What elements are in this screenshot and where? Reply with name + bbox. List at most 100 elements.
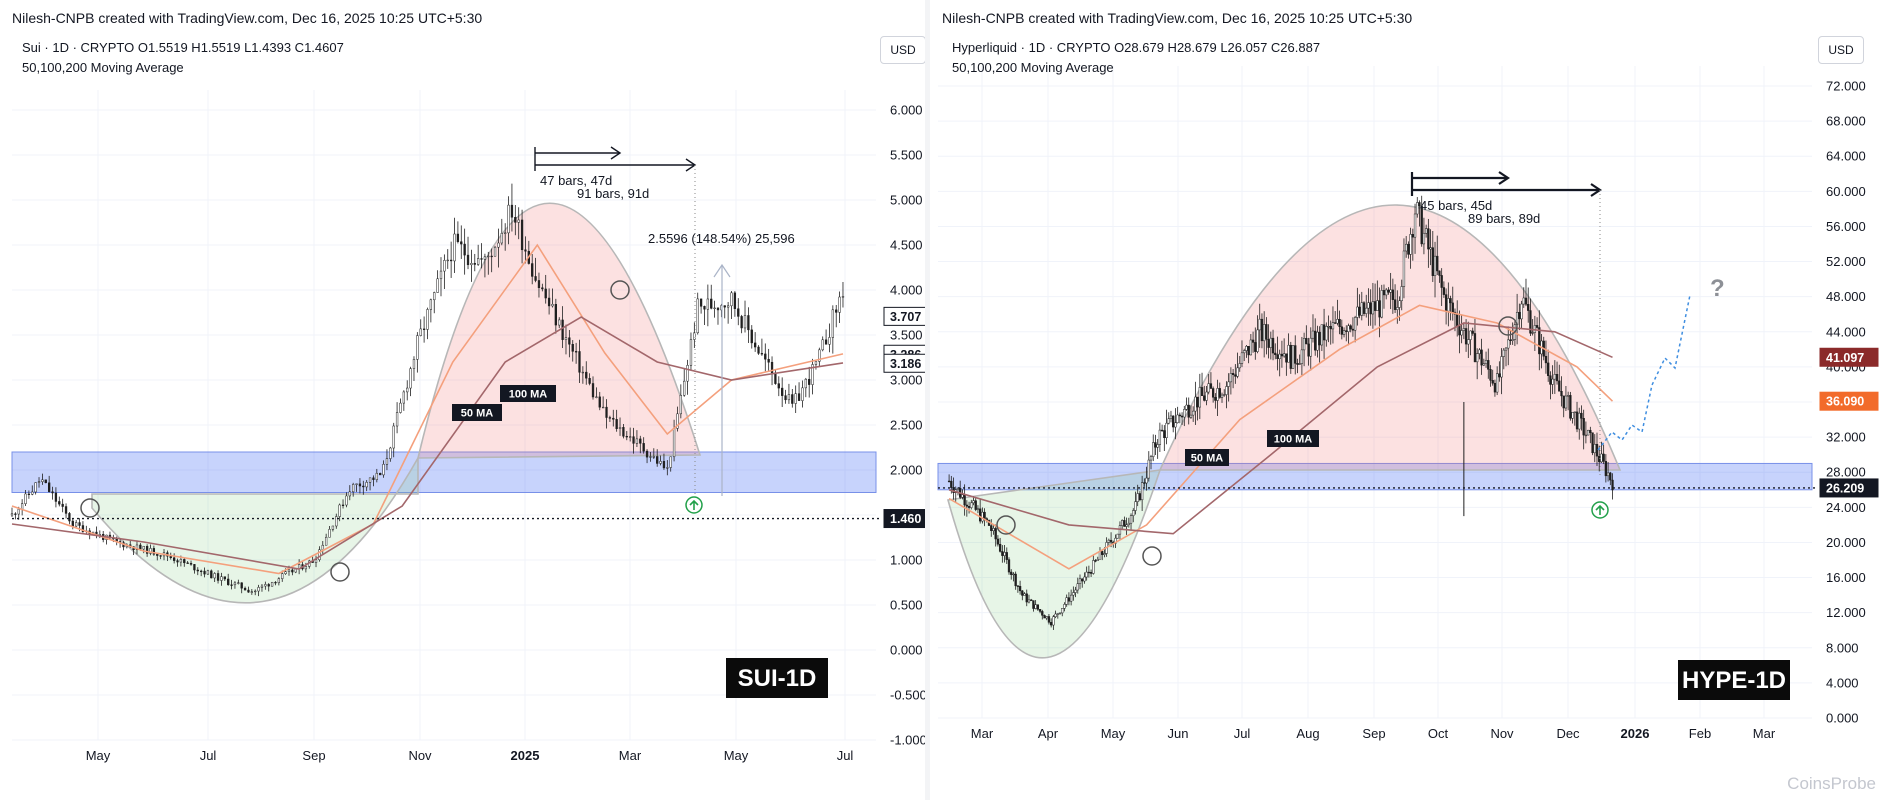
candle-body	[1600, 453, 1603, 463]
ma-50-label: 50 MA	[461, 408, 493, 420]
candle-body	[392, 425, 395, 449]
candle-body	[318, 549, 321, 561]
candle-body	[716, 307, 720, 311]
candle-body	[159, 555, 162, 557]
candle-body	[240, 582, 243, 589]
ma-100-label: 100 MA	[1274, 434, 1313, 446]
candle-body	[429, 299, 433, 310]
candle-body	[1320, 324, 1324, 346]
candle-body	[443, 260, 446, 272]
candle-body	[24, 493, 27, 504]
candle-body	[615, 419, 618, 429]
candle-body	[1116, 533, 1119, 539]
crossover-marker	[996, 515, 1016, 535]
candle-body	[1345, 330, 1348, 332]
candle-body	[804, 378, 807, 389]
price-tag	[883, 353, 930, 373]
candle-body	[824, 339, 828, 345]
candle-body	[281, 573, 284, 579]
candle-body	[828, 337, 831, 345]
candle-body	[1353, 317, 1357, 331]
candle-body	[1087, 571, 1091, 574]
candle-body	[1566, 395, 1570, 397]
candle-body	[1220, 394, 1224, 398]
y-tick-label: 44.000	[1826, 324, 1866, 339]
currency-button[interactable]: USD	[880, 36, 926, 64]
candle-body	[34, 482, 37, 493]
candle-body	[1489, 369, 1492, 381]
candle-body	[1081, 578, 1084, 582]
candle-body	[287, 569, 291, 572]
indicator-legend[interactable]: 50,100,200 Moving Average	[22, 60, 184, 75]
x-tick-label: Jun	[1168, 726, 1189, 741]
symbol-ohlc-line[interactable]: Hyperliquid · 1D · CRYPTO O28.679 H28.67…	[952, 40, 1321, 55]
candle-body	[841, 296, 845, 298]
candle-body	[831, 309, 834, 338]
candle-body	[1094, 560, 1097, 562]
candle-body	[1089, 572, 1093, 574]
candle-body	[726, 305, 730, 308]
candle-body	[1016, 585, 1020, 587]
crossover-marker	[1142, 546, 1162, 566]
candle-body	[1132, 510, 1135, 516]
candle-body	[348, 491, 351, 497]
candle-body	[274, 581, 277, 584]
candle-body	[1214, 397, 1217, 401]
candle-body	[304, 566, 308, 570]
candle-body	[1243, 350, 1246, 354]
y-tick-label: 1.000	[890, 553, 923, 568]
candle-body	[1569, 395, 1572, 419]
currency-button[interactable]: USD	[1818, 36, 1864, 64]
y-tick-label: 16.000	[1826, 570, 1866, 585]
candle-body	[54, 492, 58, 502]
candle-body	[1198, 387, 1201, 408]
candle-body	[784, 395, 787, 401]
candle-body	[1149, 456, 1153, 461]
candle-body	[578, 351, 581, 373]
candle-body	[1136, 493, 1139, 502]
candle-body	[1527, 304, 1530, 311]
y-tick-label: -0.500	[890, 688, 927, 703]
candle-body	[1247, 346, 1250, 356]
question-mark: ?	[1710, 275, 1725, 302]
candle-body	[1413, 213, 1417, 238]
candle-body	[1586, 429, 1590, 436]
candle-body	[1063, 604, 1066, 609]
candle-body	[517, 219, 520, 223]
x-tick-label: Sep	[1362, 726, 1385, 741]
candle-body	[189, 562, 193, 565]
candle-body	[1263, 324, 1266, 342]
candle-body	[1580, 412, 1583, 419]
candle-body	[1234, 374, 1237, 377]
candle-body	[1047, 616, 1051, 623]
candle-body	[1609, 472, 1612, 481]
candle-body	[223, 576, 226, 580]
candle-body	[950, 480, 953, 488]
up-arrow-icon	[1595, 504, 1605, 515]
candle-body	[1484, 360, 1488, 364]
x-tick-label: May	[724, 748, 749, 763]
candle-body	[291, 569, 294, 573]
candle-body	[605, 406, 608, 418]
candle-body	[365, 481, 368, 488]
candle-body	[1307, 343, 1310, 357]
candle-body	[1336, 318, 1339, 324]
candle-body	[666, 467, 669, 469]
candle-body	[1420, 205, 1423, 245]
candle-body	[574, 351, 578, 353]
candle-body	[446, 259, 449, 262]
symbol-ohlc-line[interactable]: Sui · 1D · CRYPTO O1.5519 H1.5519 L1.439…	[22, 40, 344, 55]
candle-body	[1249, 339, 1253, 356]
candle-body	[1229, 373, 1233, 383]
indicator-legend[interactable]: 50,100,200 Moving Average	[952, 60, 1114, 75]
candle-body	[1176, 414, 1179, 424]
candle-body	[591, 383, 595, 398]
candle-body	[1382, 290, 1386, 296]
candle-body	[1347, 325, 1350, 332]
x-tick-label: Jul	[1234, 726, 1251, 741]
y-tick-label: 52.000	[1826, 254, 1866, 269]
candle-body	[1050, 622, 1053, 626]
candle-body	[1369, 302, 1372, 315]
